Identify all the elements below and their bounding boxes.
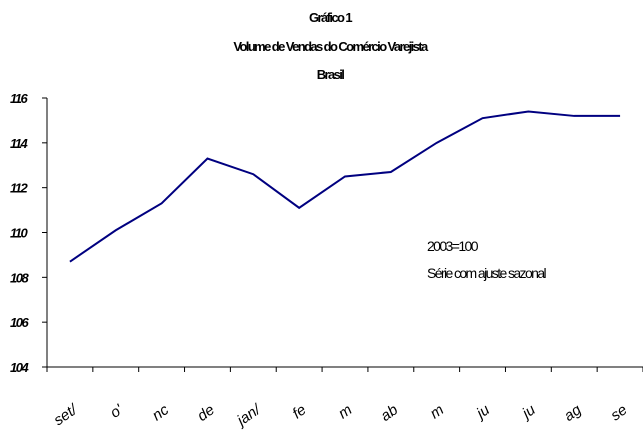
x-tick-label: m [335, 401, 355, 422]
x-tick-label: ju [518, 401, 539, 423]
y-tick-label: 116 [10, 91, 28, 106]
x-tick-label: jan/ [232, 400, 265, 430]
x-tick-label: ag [561, 401, 585, 425]
y-tick-label: 110 [10, 226, 28, 241]
annotation: 2003=100 [427, 238, 479, 254]
y-tick-label: 108 [10, 270, 29, 285]
x-tick-label: set/ [51, 400, 82, 429]
x-tick-label: ab [378, 401, 401, 424]
x-tick-label: o' [107, 401, 127, 422]
x-tick-label: nc [149, 401, 172, 424]
chart-subtitle: Volume de Vendas do Comércio Varejista [233, 39, 429, 54]
y-tick-label: 112 [10, 181, 28, 196]
y-tick-label: 106 [10, 315, 29, 330]
x-tick-label: fe [289, 401, 309, 422]
y-tick-label: 114 [10, 136, 28, 151]
x-tick-label: m [427, 401, 447, 422]
chart-title: Gráfico 1 [309, 10, 352, 25]
x-tick-label: se [608, 401, 631, 424]
annotation: Série com ajuste sazonal [427, 265, 547, 281]
x-tick-label: ju [472, 401, 493, 423]
line-series [69, 110, 621, 263]
y-tick-label: 104 [10, 360, 29, 375]
chart-subtitle: Brasil [317, 67, 345, 82]
x-tick-label: de [194, 401, 217, 424]
